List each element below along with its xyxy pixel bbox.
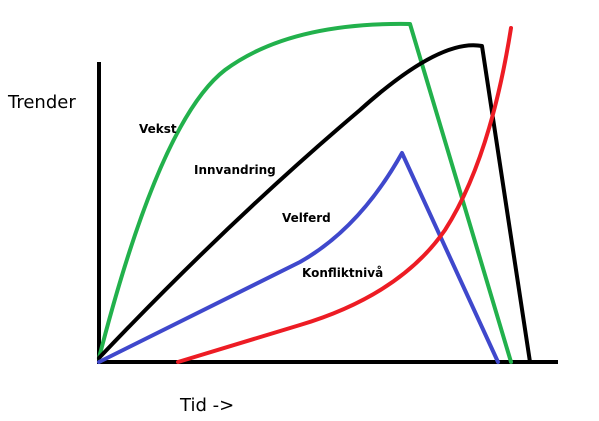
innvandring-curve	[97, 43, 532, 364]
konfliktniva-label: Konfliktnivå	[302, 266, 383, 280]
y-axis-label: Trender	[7, 92, 76, 113]
vekst-label: Vekst	[139, 122, 177, 136]
x-axis-label: Tid ->	[179, 395, 234, 416]
velferd-label: Velferd	[282, 211, 331, 225]
vekst-curve	[97, 21, 513, 364]
konfliktniva-curve	[176, 26, 513, 364]
innvandring-label: Innvandring	[194, 163, 276, 177]
velferd-curve	[97, 151, 500, 364]
